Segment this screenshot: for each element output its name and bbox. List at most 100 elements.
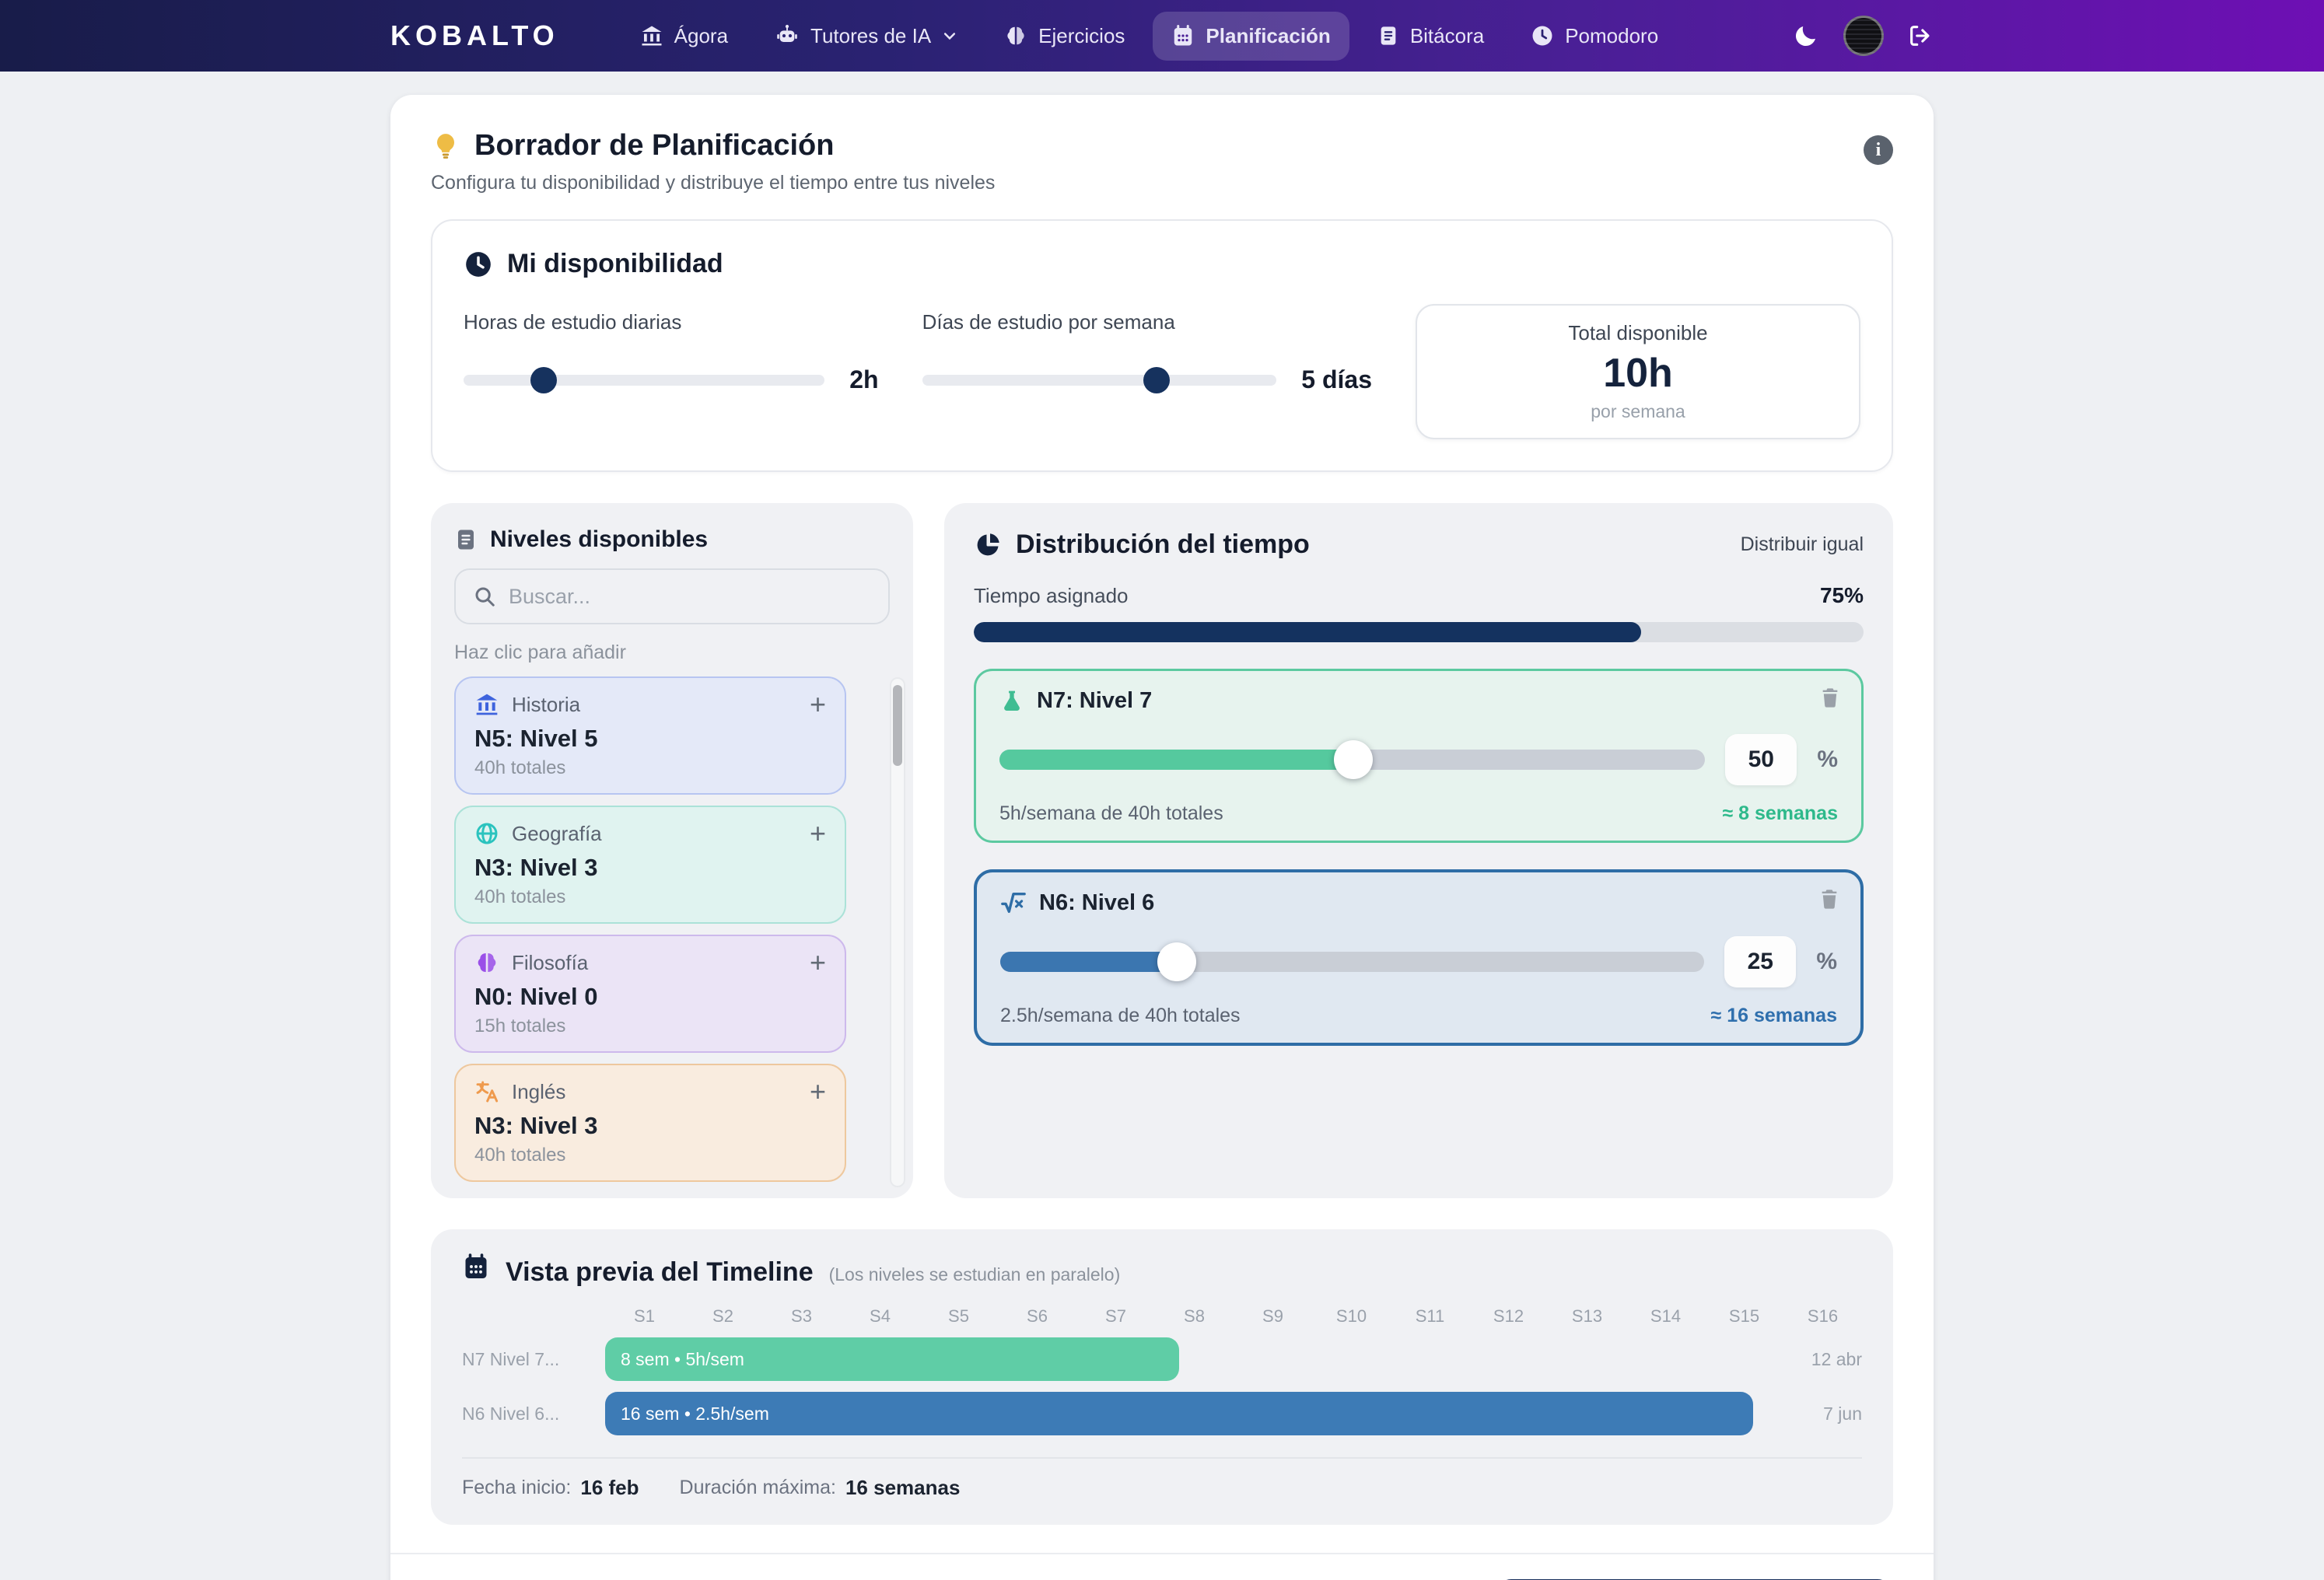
dark-mode-toggle[interactable] [1792, 22, 1820, 50]
hours-label: Horas de estudio diarias [464, 310, 682, 334]
timeline-bar-n6[interactable]: 16 sem • 2.5h/sem [605, 1392, 1753, 1435]
n7-detail: 5h/semana de 40h totales [999, 802, 1223, 824]
timeline-row-n7: N7 Nivel 7... 8 sem • 5h/sem 12 abr [462, 1337, 1862, 1381]
logout-icon [1907, 23, 1934, 49]
nav-item-bitacora[interactable]: Bitácora [1359, 12, 1503, 61]
search-input[interactable] [509, 584, 871, 609]
trash-icon[interactable] [1818, 888, 1840, 910]
flask-icon [999, 689, 1024, 714]
nav-item-agora[interactable]: Ágora [621, 12, 747, 61]
user-avatar[interactable] [1843, 16, 1884, 56]
start-date-label: Fecha inicio: [462, 1477, 572, 1498]
logout-button[interactable] [1907, 23, 1934, 49]
info-icon[interactable]: i [1864, 135, 1893, 165]
page-title: Borrador de Planificación [474, 129, 835, 162]
timeline-title: Vista previa del Timeline [506, 1257, 814, 1287]
timeline-row-label: N6 Nivel 6... [462, 1403, 560, 1424]
hours-slider[interactable] [464, 366, 825, 393]
hours-slider-group: Horas de estudio diarias 2h [464, 304, 879, 394]
levels-title: Niveles disponibles [490, 526, 709, 552]
distribution-title: Distribución del tiempo [1016, 530, 1310, 559]
n7-percent-slider[interactable] [999, 740, 1706, 779]
nav-item-planificacion[interactable]: Planificación [1153, 11, 1349, 61]
clock-icon [1531, 24, 1554, 47]
add-level-button[interactable]: + [809, 946, 826, 978]
lightbulb-icon [431, 131, 460, 161]
assigned-percent: 75% [1819, 583, 1864, 607]
n6-percent-slider[interactable] [1000, 942, 1705, 981]
bank-icon [640, 24, 663, 47]
timeline-week-labels: S1 S2 S3 S4 S5 S6 S7 S8 S9 S10 S11 S12 S… [634, 1306, 1839, 1326]
level-name: N6: Nivel 6 [1039, 890, 1155, 915]
levels-scrollbar[interactable] [890, 677, 905, 1187]
globe-icon [474, 821, 499, 846]
add-level-button[interactable]: + [809, 817, 826, 849]
timeline-end-date: 12 abr [1811, 1348, 1862, 1369]
availability-section: Mi disponibilidad Horas de estudio diari… [431, 219, 1893, 472]
timeline-bar-n7[interactable]: 8 sem • 5h/sem [605, 1337, 1179, 1381]
level-card-historia[interactable]: Historia + N5: Nivel 5 40h totales [454, 676, 846, 795]
n7-percent-input[interactable] [1725, 734, 1797, 785]
clock-icon [464, 250, 493, 279]
hours-value: 2h [849, 365, 879, 393]
days-label: Días de estudio por semana [922, 310, 1175, 334]
nav-item-tutores-ia[interactable]: Tutores de IA [756, 11, 976, 61]
pie-chart-icon [974, 531, 1002, 559]
brand-logo[interactable]: KOBALTO [390, 19, 559, 51]
bank-icon [474, 692, 499, 717]
n6-slider-thumb[interactable] [1157, 942, 1197, 981]
days-slider[interactable] [922, 366, 1277, 393]
timeline-chart-area: 8 sem • 5h/sem [605, 1337, 1753, 1381]
distribute-equal-button[interactable]: Distribuir igual [1740, 533, 1864, 555]
search-icon [473, 585, 496, 608]
main-content-card: Borrador de Planificación Configura tu d… [390, 95, 1934, 1580]
distribution-card-n7: N7: Nivel 7 % 5h/semana de 40h totales ≈ [974, 669, 1864, 843]
days-slider-thumb[interactable] [1143, 366, 1171, 393]
book-icon [454, 528, 478, 551]
search-box [454, 568, 890, 624]
level-card-geografia[interactable]: Geografía + N3: Nivel 3 40h totales [454, 806, 846, 924]
days-slider-group: Días de estudio por semana 5 días [922, 304, 1372, 394]
translate-icon [474, 1079, 499, 1104]
levels-list: Historia + N5: Nivel 5 40h totales Geogr… [454, 676, 846, 1190]
total-value: 10h [1603, 351, 1673, 396]
page-subtitle: Configura tu disponibilidad y distribuye… [431, 172, 996, 194]
robot-icon [775, 23, 800, 48]
n6-detail: 2.5h/semana de 40h totales [1000, 1005, 1241, 1026]
level-name: N7: Nivel 7 [1037, 688, 1153, 713]
timeline-subtitle: (Los niveles se estudian en paralelo) [828, 1264, 1121, 1285]
n7-slider-thumb[interactable] [1333, 740, 1373, 779]
level-card-ingles[interactable]: Inglés + N3: Nivel 3 40h totales [454, 1064, 846, 1182]
distribution-card-n6: N6: Nivel 6 % 2.5h/semana de 40h totales [974, 869, 1864, 1046]
timeline-row-label: N7 Nivel 7... [462, 1348, 560, 1369]
percent-sign: % [1816, 949, 1837, 974]
n7-weeks-estimate: ≈ 8 semanas [1722, 802, 1838, 824]
level-card-filosofia[interactable]: Filosofía + N0: Nivel 0 15h totales [454, 935, 846, 1053]
top-navigation: KOBALTO Ágora Tutores de IA Ejercicios [0, 0, 2324, 72]
calendar-icon [462, 1253, 490, 1281]
add-level-button[interactable]: + [809, 688, 826, 720]
n6-percent-input[interactable] [1724, 936, 1797, 987]
hours-slider-thumb[interactable] [530, 366, 558, 393]
availability-title: Mi disponibilidad [507, 249, 723, 278]
brain-icon [1004, 24, 1027, 47]
total-available-box: Total disponible 10h por semana [1416, 304, 1860, 439]
assigned-time-label: Tiempo asignado [974, 583, 1129, 607]
trash-icon[interactable] [1819, 687, 1841, 708]
levels-panel: Niveles disponibles Haz clic para añadir… [431, 503, 913, 1198]
assigned-progress-bar [974, 622, 1864, 642]
max-duration-label: Duración máxima: [679, 1477, 836, 1498]
timeline-panel: Vista previa del Timeline (Los niveles s… [431, 1229, 1893, 1525]
journal-icon [1377, 25, 1399, 47]
nav-item-ejercicios[interactable]: Ejercicios [985, 12, 1143, 61]
distribution-panel: Distribución del tiempo Distribuir igual… [944, 503, 1893, 1198]
chevron-down-icon [942, 28, 957, 44]
total-unit: por semana [1591, 401, 1685, 421]
add-level-button[interactable]: + [809, 1075, 826, 1107]
days-value: 5 días [1301, 365, 1372, 393]
nav-item-pomodoro[interactable]: Pomodoro [1512, 12, 1677, 61]
page-header: Borrador de Planificación Configura tu d… [431, 129, 1893, 194]
nav-menu: Ágora Tutores de IA Ejercicios Planifica… [621, 11, 1678, 61]
scrollbar-thumb[interactable] [893, 685, 902, 766]
